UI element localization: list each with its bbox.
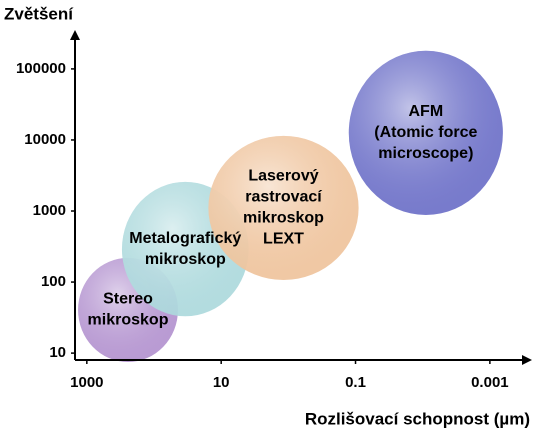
- bubbles: [78, 50, 503, 362]
- x-tick-label: 0.1: [345, 374, 366, 391]
- x-axis-title: Rozlišovací schopnost (µm): [305, 409, 530, 428]
- x-tick-label: 10: [213, 374, 230, 391]
- x-tick-label: 1000: [70, 374, 103, 391]
- x-tick-label: 0.001: [471, 374, 509, 391]
- y-axis-title: Zvětšení: [4, 4, 74, 23]
- region-shine: [348, 50, 503, 215]
- region-label: Stereo: [103, 291, 153, 308]
- region-label: Laserový: [248, 168, 318, 185]
- y-tick-label: 100000: [16, 60, 66, 77]
- y-tick-label: 100: [41, 273, 66, 290]
- region-label: Metalografický: [129, 230, 241, 247]
- region-label: AFM: [409, 103, 444, 120]
- y-tick-label: 10000: [24, 131, 66, 148]
- region-label: mikroskop: [243, 210, 324, 227]
- y-tick-label: 1000: [33, 202, 66, 219]
- region-label: rastrovací: [245, 189, 322, 206]
- region-shine: [208, 135, 359, 280]
- region-label: LEXT: [263, 231, 304, 248]
- region-label: (Atomic force: [374, 124, 477, 141]
- region-label: microscope): [378, 145, 473, 162]
- region-label: mikroskop: [88, 312, 169, 329]
- region-label: mikroskop: [145, 251, 226, 268]
- y-tick-label: 10: [49, 344, 66, 361]
